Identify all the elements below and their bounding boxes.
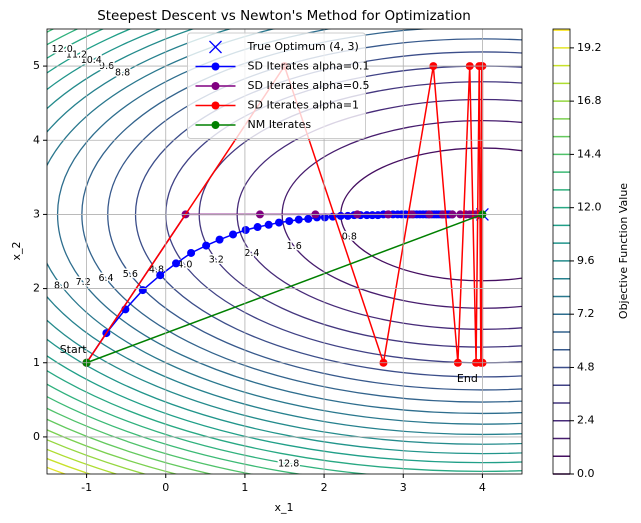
contour-label: 2.4 [244, 248, 259, 259]
iterate-point [241, 225, 250, 234]
contour-label: 1.6 [287, 241, 302, 252]
contour-label: 9.6 [99, 61, 114, 72]
y-tick-label: 5 [33, 59, 40, 72]
contour-label: 8.8 [115, 67, 130, 78]
iterate-point [274, 218, 283, 227]
colorbar-tick-label: 4.8 [577, 360, 595, 373]
y-tick-label: 4 [33, 133, 40, 146]
iterate-point [187, 248, 196, 257]
contour-label: 7.2 [76, 277, 91, 288]
contour-label: 10.4 [81, 55, 102, 66]
legend-marker [209, 40, 222, 54]
iterate-point [320, 213, 329, 222]
iterate-point [336, 211, 345, 220]
contour-label: 8.0 [54, 281, 69, 292]
legend-marker [211, 121, 220, 129]
legend-label: NM Iterates [248, 118, 312, 131]
colorbar-tick-label: 0.0 [577, 467, 595, 480]
legend-label: SD Iterates alpha=1 [248, 99, 360, 112]
colorbar-tick-label: 19.2 [577, 41, 602, 54]
iterate-point [138, 286, 147, 295]
legend-marker [211, 62, 220, 71]
x-tick-label: 0 [162, 481, 169, 494]
legend-marker [211, 101, 220, 110]
colorbar-tick-label: 9.6 [577, 254, 595, 267]
x-tick-label: 1 [241, 481, 248, 494]
colorbar-label: Objective Function Value [617, 183, 630, 319]
legend-label: True Optimum (4, 3) [247, 40, 359, 53]
annotation: Start [60, 343, 88, 356]
iterate-point [264, 220, 273, 229]
contour-label: 6.4 [98, 273, 113, 284]
contour-label: 12.8 [278, 458, 299, 469]
contour-label: 5.6 [123, 269, 138, 280]
legend-label: SD Iterates alpha=0.5 [248, 79, 370, 92]
plot-frame [46, 28, 523, 475]
iterate-point [172, 259, 181, 268]
contour-label: 12.0 [52, 44, 73, 55]
y-tick-label: 2 [33, 282, 40, 295]
x-tick-label: 3 [400, 481, 407, 494]
colorbar-tick-label: 14.4 [577, 147, 602, 160]
iterate-point [294, 215, 303, 224]
iterate-point [156, 271, 165, 280]
contour-label: 4.0 [177, 260, 192, 271]
legend-marker [211, 82, 220, 90]
iterate-point [285, 217, 294, 226]
iterate-point [304, 214, 313, 223]
annotation: End [457, 372, 478, 385]
y-axis-label: x_2 [10, 241, 23, 260]
contour-label: 0.8 [342, 232, 357, 243]
colorbar-tick-label: 12.0 [577, 201, 602, 214]
x-axis-label: x_1 [274, 501, 293, 514]
chart-title: Steepest Descent vs Newton's Method for … [97, 8, 471, 24]
iterate-point [215, 235, 224, 244]
iterate-point [229, 230, 238, 239]
colorbar-tick-label: 16.8 [577, 94, 602, 107]
y-tick-label: 0 [33, 430, 40, 443]
y-tick-label: 3 [33, 207, 40, 220]
contour-label: 3.2 [209, 254, 224, 265]
iterate-point [202, 241, 211, 250]
x-tick-label: 4 [479, 481, 486, 494]
x-tick-label: -1 [81, 481, 92, 494]
colorbar-tick-label: 2.4 [577, 414, 595, 427]
legend-box [187, 32, 366, 139]
colorbar-tick-label: 7.2 [577, 307, 595, 320]
legend-label: SD Iterates alpha=0.1 [248, 60, 370, 73]
colorbar-frame [552, 28, 571, 475]
x-tick-label: 2 [321, 481, 328, 494]
contour-label: 11.2 [66, 49, 87, 60]
iterate-point [253, 223, 262, 232]
y-tick-label: 1 [33, 356, 40, 369]
